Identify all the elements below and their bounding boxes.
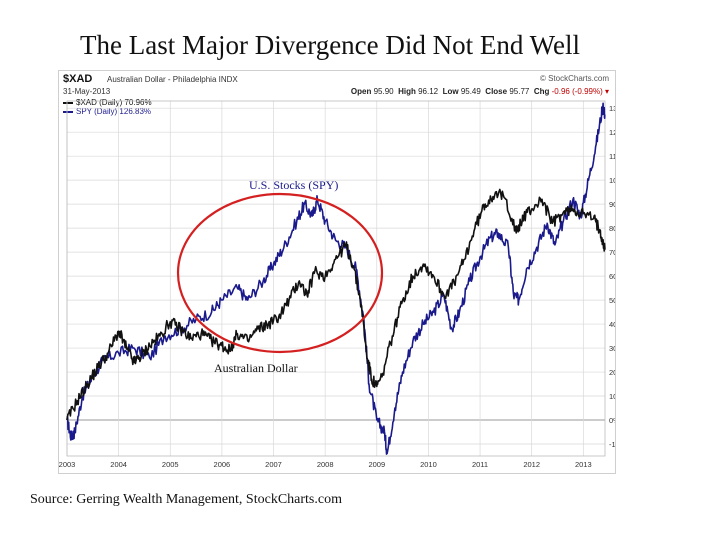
y-tick-label: 100% <box>609 176 615 185</box>
y-tick-label: 120% <box>609 128 615 137</box>
y-tick-label: 80% <box>609 224 615 233</box>
chart-symbol: $XAD <box>63 73 93 85</box>
y-tick-label: 90% <box>609 200 615 209</box>
open-value: 95.90 <box>373 87 394 96</box>
y-tick-label: 30% <box>609 344 615 353</box>
y-tick-label: 0% <box>609 416 615 425</box>
series-line-xad <box>66 188 606 421</box>
spy-annotation: U.S. Stocks (SPY) <box>249 178 338 192</box>
legend-item-xad: $XAD (Daily) 70.96% <box>63 98 152 107</box>
xad-annotation: Australian Dollar <box>214 361 298 375</box>
legend-item-spy: SPY (Daily) 126.83% <box>63 107 152 116</box>
x-tick-label: 2007 <box>265 460 282 469</box>
y-tick-label: 50% <box>609 296 615 305</box>
y-tick-label: 130% <box>609 104 615 113</box>
chart-panel: $XAD Australian Dollar - Philadelphia IN… <box>58 70 616 474</box>
plot-frame <box>66 100 606 457</box>
chg-label: Chg <box>533 87 550 96</box>
x-tick-label: 2008 <box>317 460 334 469</box>
low-value: 95.49 <box>460 87 481 96</box>
chart-legend: $XAD (Daily) 70.96% SPY (Daily) 126.83% <box>63 98 152 116</box>
open-label: Open <box>350 87 372 96</box>
x-tick-label: 2009 <box>368 460 385 469</box>
divergence-circle <box>176 192 384 354</box>
legend-swatch-spy <box>63 110 73 113</box>
close-value: 95.77 <box>509 87 530 96</box>
y-tick-label: 70% <box>609 248 615 257</box>
high-value: 96.12 <box>418 87 439 96</box>
chart-plot: -10% 0% 10% 20% 30% 40% 50% 60% 70% 80% 90% 100% 110… <box>59 100 615 469</box>
slide-title: The Last Major Divergence Did Not End We… <box>80 30 580 60</box>
close-label: Close <box>485 87 508 96</box>
y-tick-label: 40% <box>609 320 615 329</box>
high-label: High <box>398 87 416 96</box>
chart-date: 31-May-2013 <box>63 87 111 96</box>
y-tick-label: -10% <box>609 440 615 449</box>
x-tick-label: 2006 <box>214 460 231 469</box>
chg-value: -0.96 (-0.99%) <box>551 87 603 96</box>
stockcharts-brand: © StockCharts.com <box>539 74 609 83</box>
chg-down-icon: ▾ <box>604 87 609 96</box>
chart-description: Australian Dollar - Philadelphia INDX <box>107 75 238 84</box>
series-line-spy <box>66 102 606 455</box>
quote-line: Open 95.90 High 96.12 Low 95.49 Close 95… <box>351 87 609 96</box>
legend-label-spy: SPY (Daily) 126.83% <box>76 107 151 116</box>
low-label: Low <box>442 87 459 96</box>
y-tick-label: 10% <box>609 392 615 401</box>
y-tick-label: 20% <box>609 368 615 377</box>
x-tick-label: 2004 <box>110 460 127 469</box>
x-tick-label: 2011 <box>472 460 488 469</box>
y-tick-label: 60% <box>609 272 615 281</box>
x-tick-label: 2013 <box>575 460 592 469</box>
y-tick-label: 110% <box>609 152 615 161</box>
x-tick-label: 2010 <box>420 460 437 469</box>
legend-label-xad: $XAD (Daily) 70.96% <box>76 98 152 107</box>
source-note: Source: Gerring Wealth Management, Stock… <box>30 492 342 507</box>
legend-swatch-xad <box>63 101 73 104</box>
x-tick-label: 2005 <box>162 460 179 469</box>
x-tick-label: 2003 <box>59 460 75 469</box>
x-tick-label: 2012 <box>523 460 540 469</box>
